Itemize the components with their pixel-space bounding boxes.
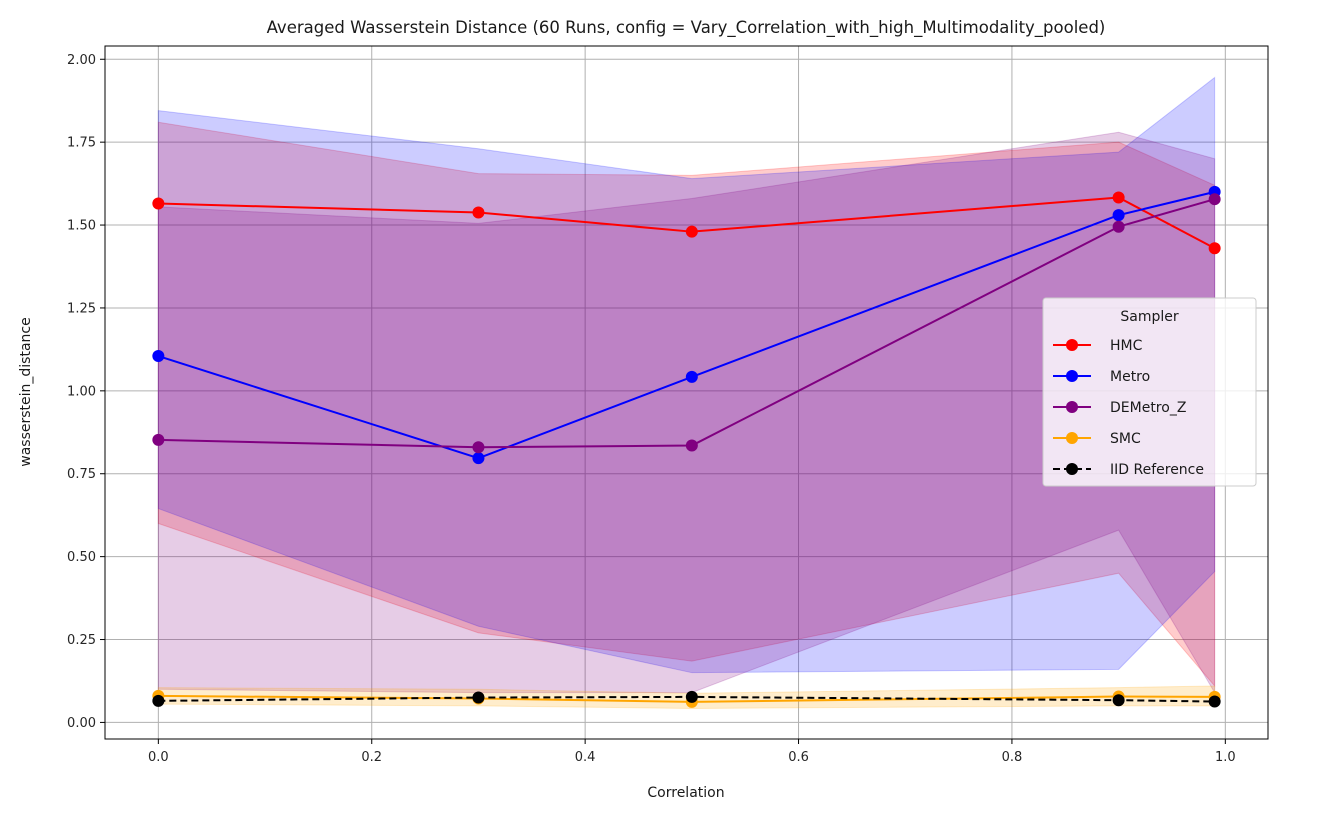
legend-title: Sampler	[1120, 309, 1178, 325]
legend-marker-demetro-z	[1066, 401, 1078, 413]
point-demetro-z	[1208, 193, 1221, 206]
axis-ticks: 0.0 0.2 0.4 0.6 0.8 1.0 0.00 0.25 0.50 0.75 1.00 1.…	[67, 53, 1236, 765]
point-hmc	[1208, 242, 1221, 255]
legend: Sampler HMC Metro DEMetro_Z SMC IID Referenc…	[1042, 297, 1257, 487]
x-tick-label: 0.8	[1002, 750, 1023, 765]
y-tick-label: 1.00	[67, 384, 96, 399]
y-tick-label: 1.50	[67, 219, 96, 234]
legend-marker-hmc	[1066, 339, 1078, 351]
chart-title: Averaged Wasserstein Distance (60 Runs, …	[267, 18, 1106, 38]
point-metro	[472, 452, 485, 465]
legend-box	[1042, 297, 1257, 487]
y-tick-label: 2.00	[67, 53, 96, 68]
x-tick-label: 1.0	[1215, 750, 1236, 765]
point-metro	[152, 350, 165, 363]
point-iid-reference	[1112, 694, 1125, 707]
point-iid-reference	[685, 690, 698, 703]
y-tick-label: 1.25	[67, 301, 96, 316]
x-tick-label: 0.6	[788, 750, 809, 765]
series-lines	[152, 185, 1221, 708]
point-demetro-z	[1112, 220, 1125, 233]
point-iid-reference	[152, 694, 165, 707]
y-tick-label: 0.00	[67, 716, 96, 731]
legend-label-metro: Metro	[1110, 369, 1150, 385]
point-iid-reference	[472, 691, 485, 704]
point-hmc	[472, 206, 485, 219]
band-hmc	[157, 121, 1216, 688]
y-tick-label: 0.50	[67, 550, 96, 565]
point-demetro-z	[685, 439, 698, 452]
legend-marker-iid-reference	[1066, 463, 1078, 475]
point-hmc	[1112, 191, 1125, 204]
point-metro	[1112, 209, 1125, 222]
point-iid-reference	[1208, 695, 1221, 708]
plot-frame	[104, 45, 1269, 740]
legend-label-hmc: HMC	[1110, 338, 1143, 354]
y-tick-label: 0.75	[67, 467, 96, 482]
legend-label-iid-reference: IID Reference	[1110, 462, 1204, 478]
legend-label-smc: SMC	[1110, 431, 1141, 447]
point-hmc	[685, 225, 698, 238]
legend-marker-smc	[1066, 432, 1078, 444]
y-tick-label: 0.25	[67, 633, 96, 648]
legend-label-demetro-z: DEMetro_Z	[1110, 400, 1186, 416]
y-axis-label: wasserstein_distance	[18, 317, 34, 466]
point-demetro-z	[152, 433, 165, 446]
x-tick-label: 0.0	[148, 750, 169, 765]
confidence-bands	[157, 76, 1216, 709]
point-metro	[685, 370, 698, 383]
x-axis-label: Correlation	[647, 785, 724, 801]
point-demetro-z	[472, 441, 485, 454]
y-tick-label: 1.75	[67, 136, 96, 151]
legend-marker-metro	[1066, 370, 1078, 382]
point-hmc	[152, 197, 165, 210]
x-tick-label: 0.4	[575, 750, 596, 765]
x-tick-label: 0.2	[361, 750, 382, 765]
